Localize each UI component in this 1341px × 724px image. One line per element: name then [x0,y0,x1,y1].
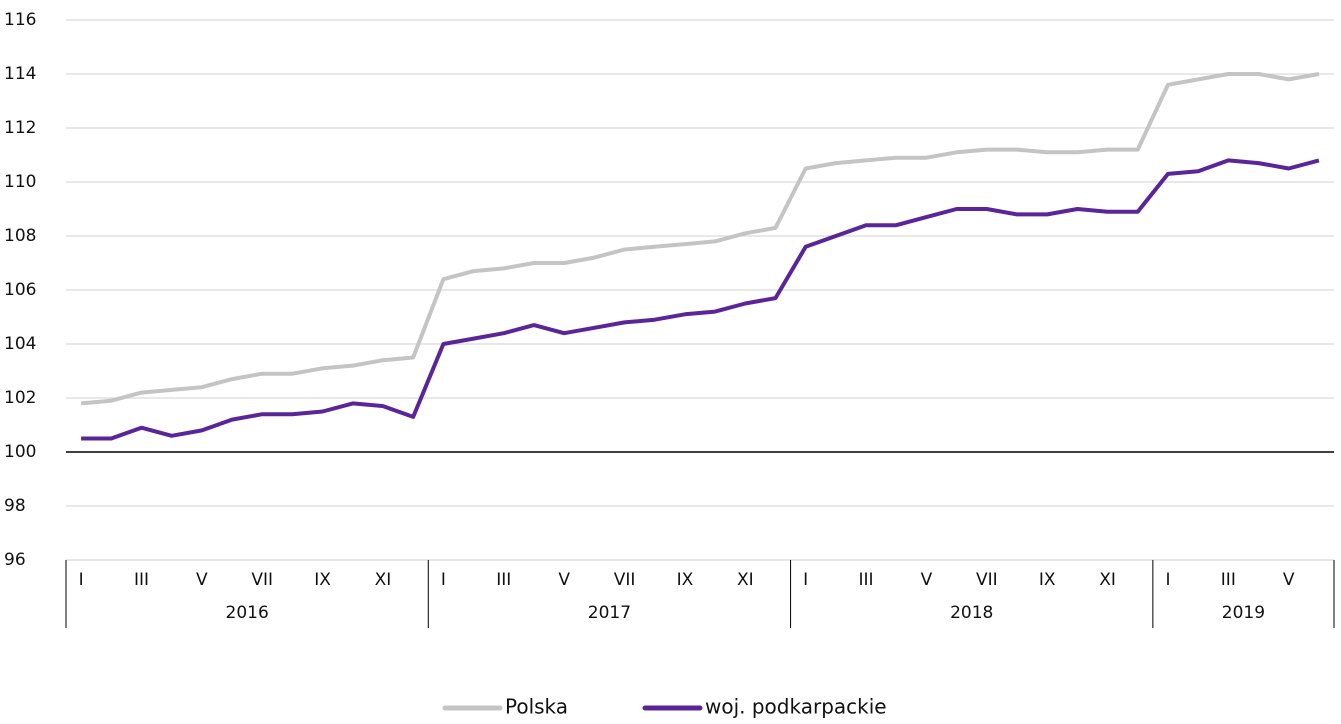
x-tick-label: IX [1039,570,1056,590]
y-tick-label: 106 [4,280,36,300]
group-label: 2017 [588,603,631,623]
legend-label: woj. podkarpackie [705,695,887,719]
x-tick-label: V [921,570,933,590]
x-tick-label: XI [737,570,754,590]
x-tick-label: IX [314,570,331,590]
x-tick-label: XI [1099,570,1116,590]
series-line [80,72,1320,406]
x-tick-label: VII [251,570,273,590]
group-label: 2016 [226,603,269,623]
y-tick-label: 112 [4,118,36,138]
y-tick-label: 100 [4,442,36,462]
x-tick-label: V [1283,570,1295,590]
y-tick-label: 96 [4,550,26,570]
y-tick-label: 102 [4,388,36,408]
x-tick-label: I [441,570,446,590]
legend-label: Polska [505,695,568,719]
x-tick-label: VII [614,570,636,590]
y-tick-label: 110 [4,172,36,192]
group-label: 2019 [1222,603,1265,623]
x-tick-label: III [1221,570,1236,590]
x-tick-label: III [496,570,511,590]
y-tick-label: 108 [4,226,36,246]
y-tick-label: 98 [4,496,26,516]
y-tick-label: 104 [4,334,36,354]
x-tick-label: V [196,570,208,590]
x-tick-label: I [1165,570,1170,590]
x-tick-label: I [803,570,808,590]
group-label: 2018 [950,603,993,623]
x-tick-label: I [79,570,84,590]
x-tick-label: VII [976,570,998,590]
y-tick-label: 114 [4,64,36,84]
x-tick-label: XI [375,570,392,590]
x-tick-label: III [859,570,874,590]
x-tick-label: III [134,570,149,590]
x-tick-label: V [558,570,570,590]
x-tick-label: IX [677,570,694,590]
y-tick-label: 116 [4,10,36,30]
series-line [81,158,1320,441]
